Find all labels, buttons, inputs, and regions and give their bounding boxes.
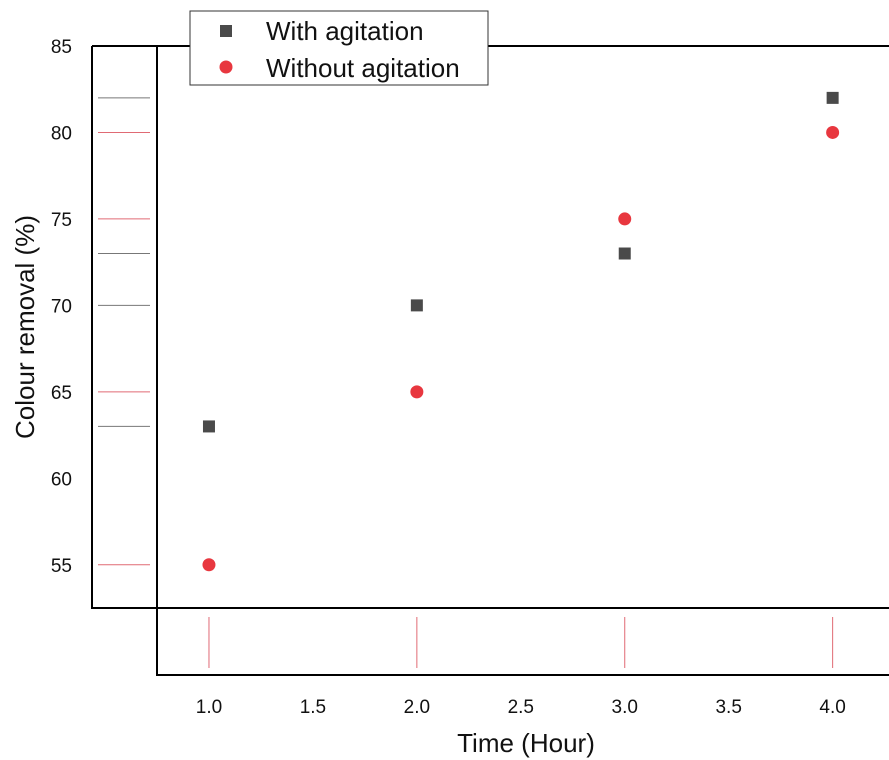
legend-marker-without-agitation: [219, 60, 233, 74]
x-tick-label: 2.5: [508, 697, 534, 718]
point-with-agitation: [410, 299, 423, 312]
legend: With agitation Without agitation: [189, 10, 489, 86]
x-tick-label: 3.0: [612, 697, 638, 718]
point-without-agitation: [826, 125, 840, 139]
point-with-agitation: [618, 247, 631, 260]
legend-label-with-agitation: With agitation: [266, 16, 424, 46]
x-axis-title: Time (Hour): [457, 728, 595, 758]
y-tick-label: 80: [51, 123, 72, 144]
legend-marker-with-agitation: [220, 25, 232, 37]
reference-lines: [98, 97, 834, 668]
point-with-agitation: [202, 420, 215, 433]
x-tick-label: 3.5: [715, 697, 741, 718]
y-tick-label: 65: [51, 383, 72, 404]
x-tick-label: 2.0: [404, 697, 430, 718]
legend-label-without-agitation: Without agitation: [266, 53, 460, 83]
data-points: [202, 91, 840, 572]
y-tick-label: 75: [51, 210, 72, 231]
y-tick-label: 85: [51, 37, 72, 58]
y-axis-frame: [91, 45, 889, 609]
point-with-agitation: [826, 91, 839, 104]
point-without-agitation: [410, 385, 424, 399]
x-axis-ticks: 1.0 1.5 2.0 2.5 3.0 3.5 4.0: [196, 697, 846, 718]
y-axis-ticks: 55 60 65 70 75 80 85: [51, 37, 72, 577]
x-tick-label: 1.5: [300, 697, 326, 718]
y-tick-label: 60: [51, 469, 72, 490]
y-tick-label: 70: [51, 296, 72, 317]
legend-box: [189, 10, 489, 86]
point-without-agitation: [202, 558, 216, 572]
x-tick-label: 1.0: [196, 697, 222, 718]
y-axis-title: Colour removal (%): [10, 215, 40, 439]
y-tick-label: 55: [51, 556, 72, 577]
point-without-agitation: [618, 212, 632, 226]
x-axis-frame: [156, 46, 889, 676]
x-tick-label: 4.0: [819, 697, 845, 718]
